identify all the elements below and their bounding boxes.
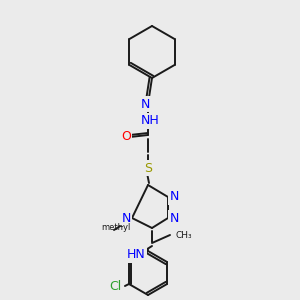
Text: S: S xyxy=(144,161,152,175)
Text: N: N xyxy=(121,212,131,224)
Text: N: N xyxy=(169,212,179,224)
Text: methyl: methyl xyxy=(101,224,131,232)
Text: HN: HN xyxy=(127,248,146,262)
Text: O: O xyxy=(121,130,131,143)
Text: N: N xyxy=(169,190,179,203)
Text: NH: NH xyxy=(141,115,159,128)
Text: Cl: Cl xyxy=(109,280,121,292)
Text: N: N xyxy=(140,98,150,110)
Text: CH₃: CH₃ xyxy=(175,230,192,239)
